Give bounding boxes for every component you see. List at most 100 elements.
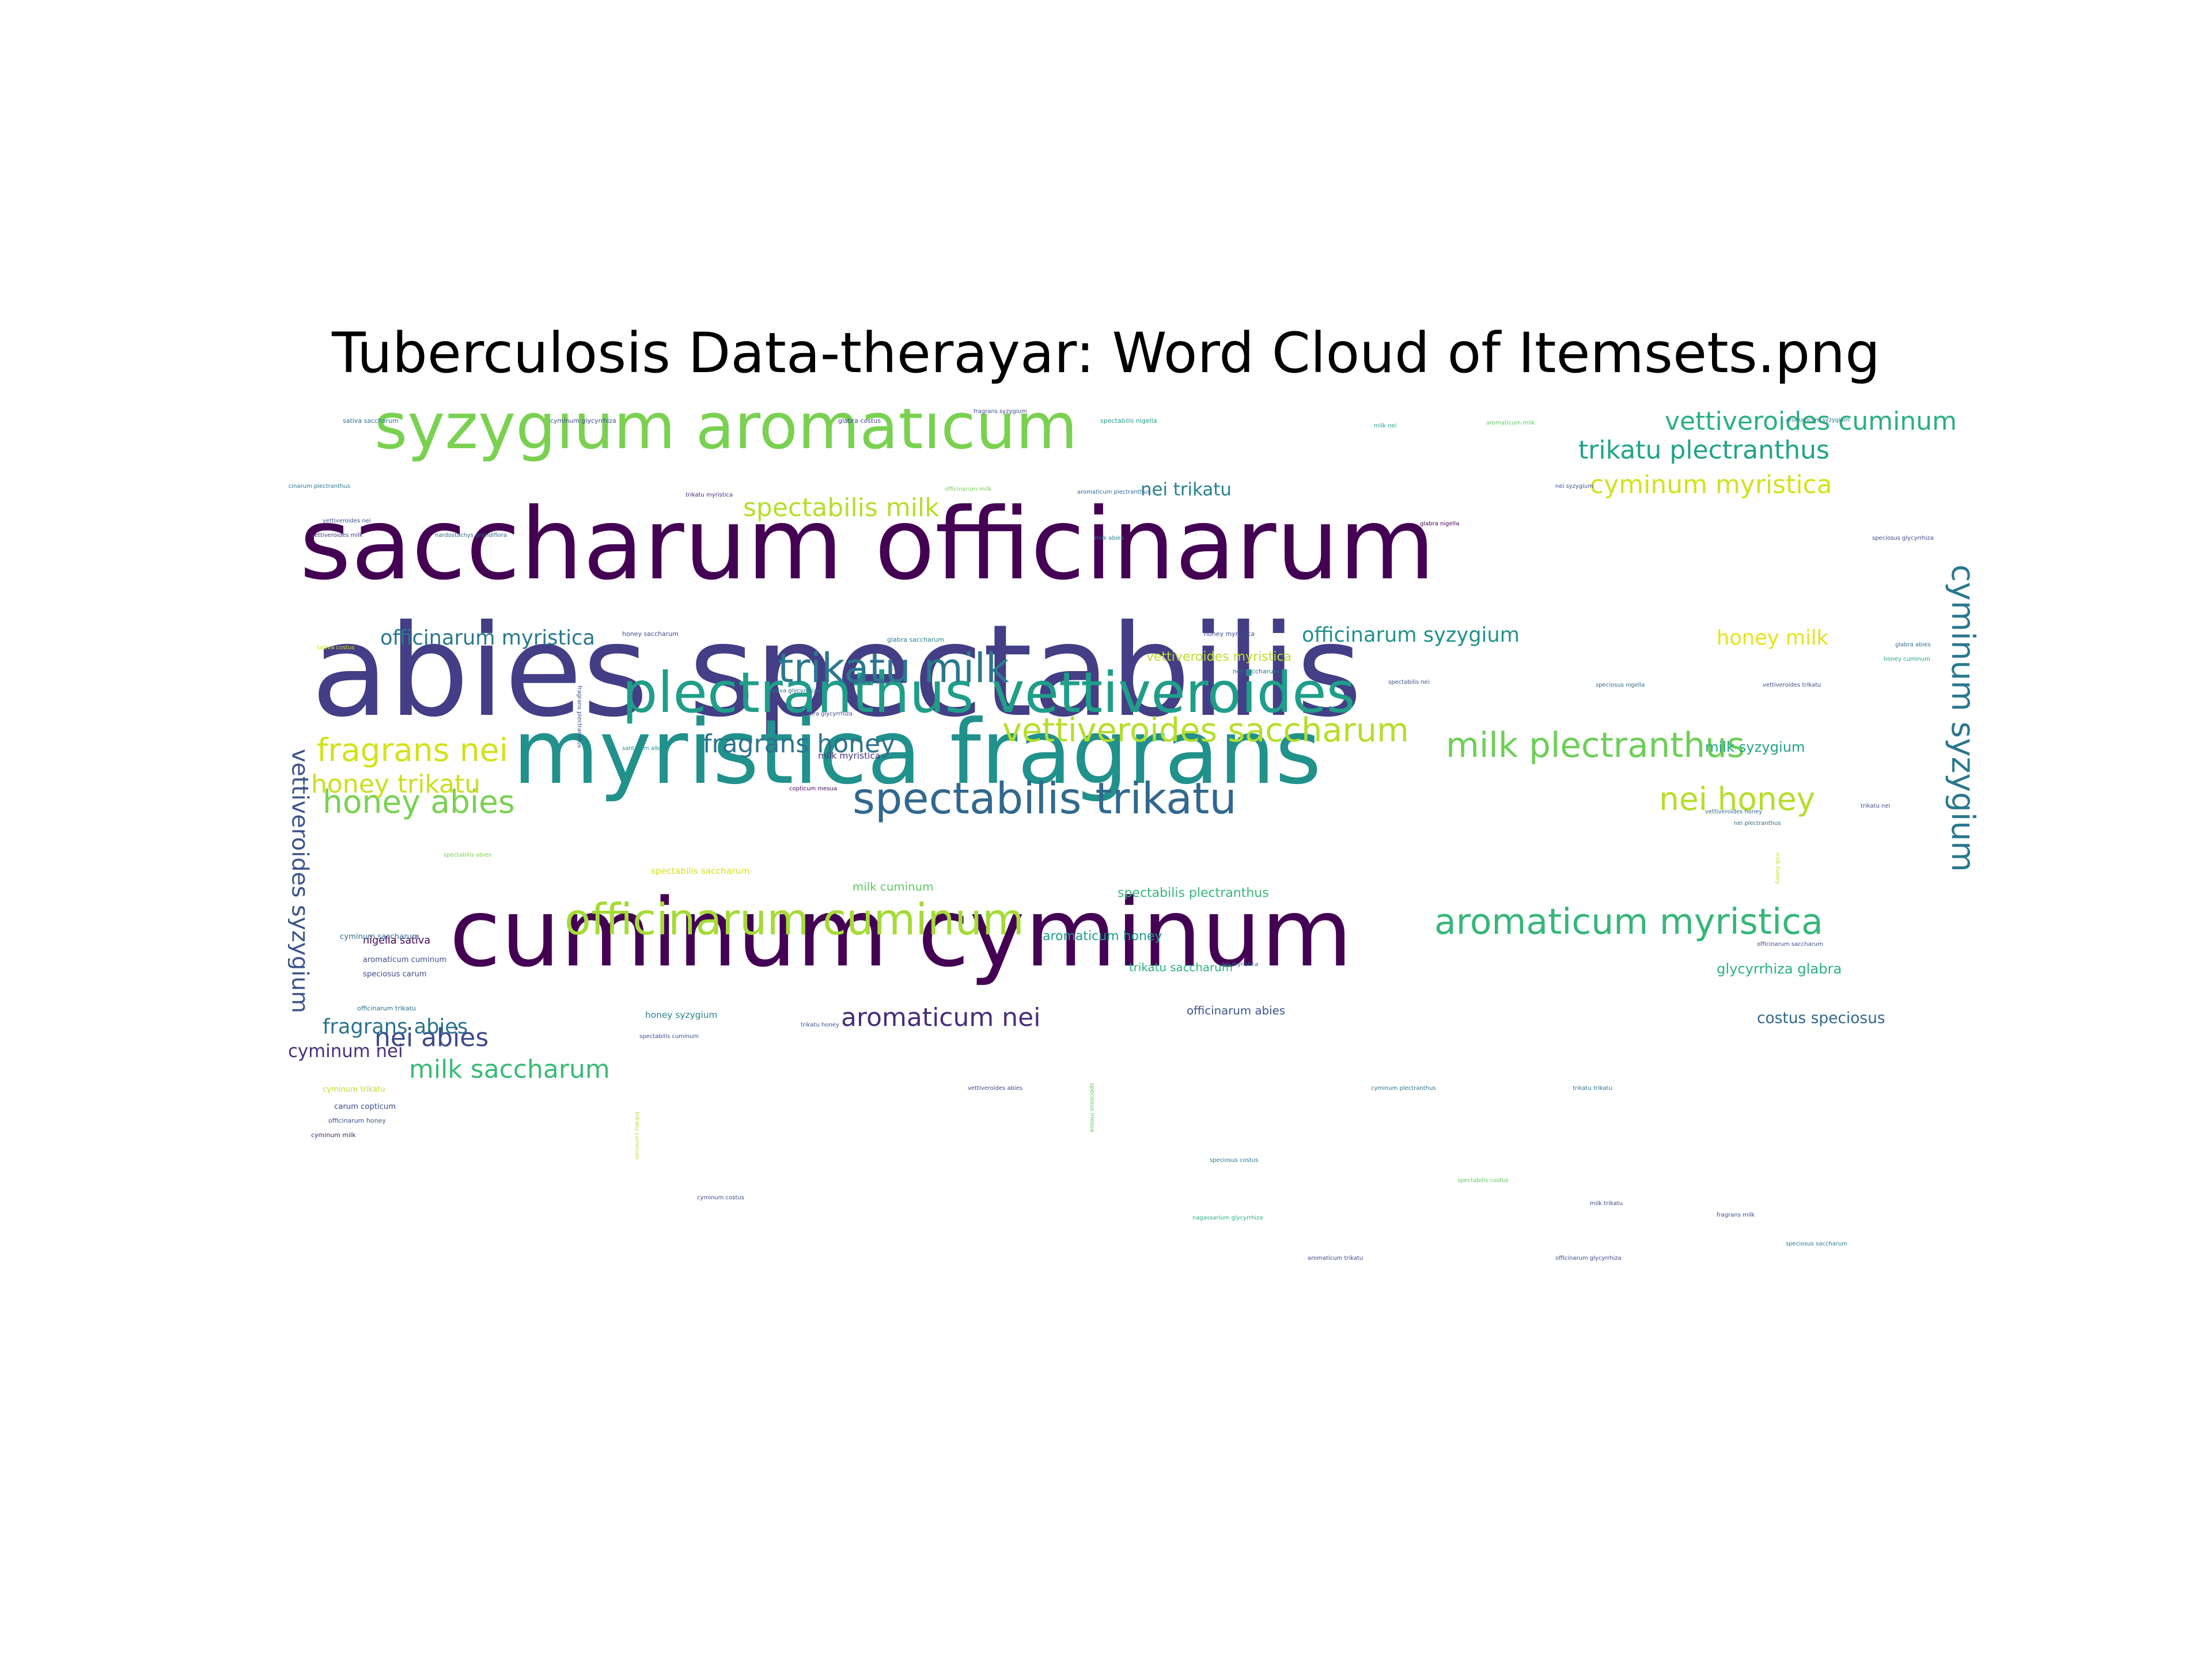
cloud-word: aromaticum nei bbox=[841, 1003, 1041, 1032]
cloud-word: honey milk bbox=[1717, 626, 1828, 650]
cloud-word: milk trikatu bbox=[1590, 1200, 1623, 1207]
cloud-word: honey abies bbox=[323, 783, 515, 820]
cloud-word: santalum album bbox=[622, 745, 669, 752]
cloud-word: trikatu myristica bbox=[685, 492, 733, 498]
cloud-word: spectabilis abies bbox=[444, 852, 491, 858]
cloud-word: nei myristica bbox=[1221, 961, 1259, 968]
cloud-word: spectabilis cuminum bbox=[639, 1033, 699, 1040]
cloud-word: glabra nigella bbox=[1420, 521, 1460, 527]
cloud-word: cyminum myristica bbox=[1590, 470, 1832, 499]
cloud-word: honey saccharum bbox=[622, 630, 679, 638]
cloud-word: officinarum saccharum bbox=[1757, 941, 1823, 948]
cloud-word: sativa costus bbox=[317, 645, 355, 651]
cloud-word: trikatu honey bbox=[801, 1022, 839, 1028]
cloud-word: trikatu plectranthus bbox=[1578, 435, 1830, 465]
cloud-word: glabra costus bbox=[838, 417, 881, 425]
cloud-word: milk syzygium bbox=[1705, 739, 1805, 755]
cloud-word: officinarum myristica bbox=[380, 626, 595, 650]
cloud-word: spectabilis nei bbox=[1388, 679, 1430, 685]
cloud-word: officinarum honey bbox=[328, 1117, 386, 1124]
cloud-word: officinarum cuminum bbox=[565, 895, 1024, 945]
cloud-word: saccharum officinarum bbox=[300, 487, 1435, 602]
cloud-word: aromaticum myristica bbox=[1434, 901, 1823, 942]
cloud-word: nei syzygium bbox=[1555, 483, 1593, 490]
cloud-word: copticum mesua bbox=[789, 786, 837, 792]
cloud-word: spectabilis saccharum bbox=[651, 866, 750, 876]
cloud-word: spectabilis plectranthus bbox=[1118, 886, 1269, 900]
cloud-word: officinarum plectranthus bbox=[288, 483, 350, 490]
cloud-word: glabra glycyrrhiza bbox=[801, 711, 853, 717]
cloud-word: myristica fragrans bbox=[513, 701, 1321, 804]
cloud-word: officinarum abies bbox=[1187, 1004, 1286, 1017]
cloud-word: vettiveroides saccharum bbox=[1002, 711, 1409, 749]
cloud-word: fragrans nei bbox=[317, 732, 508, 768]
cloud-word: speciosus nigella bbox=[1596, 682, 1645, 688]
cloud-word: aromaticum syzygium bbox=[1786, 417, 1850, 423]
cloud-word: spectabilis milk bbox=[743, 493, 940, 522]
cloud-word: fragrans abies bbox=[323, 1015, 468, 1039]
cloud-word: aromaticum plectranthus bbox=[1077, 489, 1150, 495]
cloud-word: nei trikatu bbox=[1141, 479, 1232, 500]
cloud-word: cyminum trikatu bbox=[323, 1085, 385, 1094]
cloud-word: honey syzygium bbox=[645, 1010, 718, 1020]
cloud-word: vettiveroides milk bbox=[311, 532, 363, 539]
cloud-word: officinarum glycyrrhiza bbox=[1555, 1255, 1622, 1262]
cloud-word: vettiveroides syzygium bbox=[288, 749, 313, 1013]
cloud-word: trikatu milk bbox=[778, 645, 1009, 692]
cloud-word: honey honey bbox=[853, 679, 890, 685]
cloud-word: cyminum glycyrrhiza bbox=[550, 417, 616, 425]
cloud-word: fragrans syzygium bbox=[974, 409, 1027, 415]
cloud-word: abies spectabilis bbox=[311, 597, 1362, 745]
cloud-word: glabra abies bbox=[1895, 642, 1931, 648]
cloud-word: cuminum cyminum bbox=[449, 879, 1353, 988]
cloud-word: speciosus carum bbox=[363, 970, 427, 979]
cloud-word: vettiveroides trikatu bbox=[1763, 682, 1821, 688]
cloud-word: speciosus costus bbox=[1210, 1157, 1259, 1164]
cloud-word: glycyrrhiza glabra bbox=[1717, 961, 1842, 977]
cloud-word: milk plectranthus bbox=[1446, 726, 1745, 766]
cloud-word: aromaticum honey bbox=[1043, 929, 1162, 944]
cloud-word: syzygium aromaticum bbox=[374, 409, 1078, 463]
cloud-word: spectabilis trikatu bbox=[853, 774, 1237, 824]
cloud-word: milk cuminum bbox=[853, 880, 934, 893]
cloud-word: fragrans honey bbox=[703, 729, 896, 759]
cloud-word: sativa saccharum bbox=[343, 417, 399, 425]
cloud-word: speciosus mesua bbox=[1089, 1083, 1095, 1132]
cloud-word: speciosus glycyrrhiza bbox=[1872, 535, 1934, 541]
cloud-word: speciosus saccharum bbox=[1786, 1241, 1848, 1247]
cloud-word: milk nei bbox=[1374, 423, 1397, 429]
cloud-word: spectabilis nigella bbox=[1100, 417, 1157, 425]
chart-title: Tuberculosis Data-therayar: Word Cloud o… bbox=[331, 321, 1881, 385]
cloud-word: plectranthus vettiveroides bbox=[622, 660, 1356, 725]
cloud-word: cyminum syzygium bbox=[1945, 565, 1982, 872]
cloud-word: glabra saccharum bbox=[887, 636, 945, 643]
cloud-word: nei plectranthus bbox=[1734, 820, 1781, 827]
cloud-word: vettiveroides cuminum bbox=[1665, 409, 1957, 436]
cloud-word: vettiveroides honey bbox=[1705, 809, 1763, 815]
cloud-word: honey cuminum bbox=[1884, 656, 1930, 662]
cloud-word: officinarum milk bbox=[945, 486, 991, 493]
cloud-word: trikatu saccharum bbox=[1129, 961, 1233, 974]
cloud-word: vettiveroides abies bbox=[968, 1085, 1023, 1092]
cloud-word: cyminum saccharum bbox=[340, 933, 419, 941]
cloud-word: fragrans plectranthus bbox=[576, 685, 582, 748]
cloud-word: sativa glycyrrhiza bbox=[769, 688, 820, 694]
cloud-word: nagassarium glycyrrhiza bbox=[1192, 1215, 1263, 1221]
cloud-word: milk honey bbox=[1774, 853, 1781, 885]
cloud-word: nigella sativa bbox=[363, 935, 431, 946]
cloud-word: cyminum costus bbox=[697, 1195, 744, 1201]
cloud-word: trikatu trikatu bbox=[1573, 1085, 1612, 1092]
cloud-word: milk abies bbox=[1094, 535, 1124, 541]
cloud-word: aromaticum milk bbox=[1486, 420, 1535, 426]
cloud-word: carum copticum bbox=[334, 1103, 396, 1111]
cloud-word: costus speciosus bbox=[1757, 1009, 1885, 1027]
cloud-word: nei honey bbox=[1659, 781, 1816, 817]
word-cloud: abies spectabilis saccharum officinarum cu… bbox=[288, 409, 1993, 1285]
cloud-word: nei saccharum bbox=[1233, 668, 1279, 675]
cloud-word: spectabilis costus bbox=[1457, 1177, 1509, 1184]
cloud-word: officinarum trikatu bbox=[357, 1005, 416, 1012]
cloud-word: cyminum milk bbox=[311, 1131, 356, 1139]
cloud-word: honey myristica bbox=[1204, 630, 1255, 638]
cloud-word: vettiveroides myristica bbox=[1146, 650, 1291, 664]
